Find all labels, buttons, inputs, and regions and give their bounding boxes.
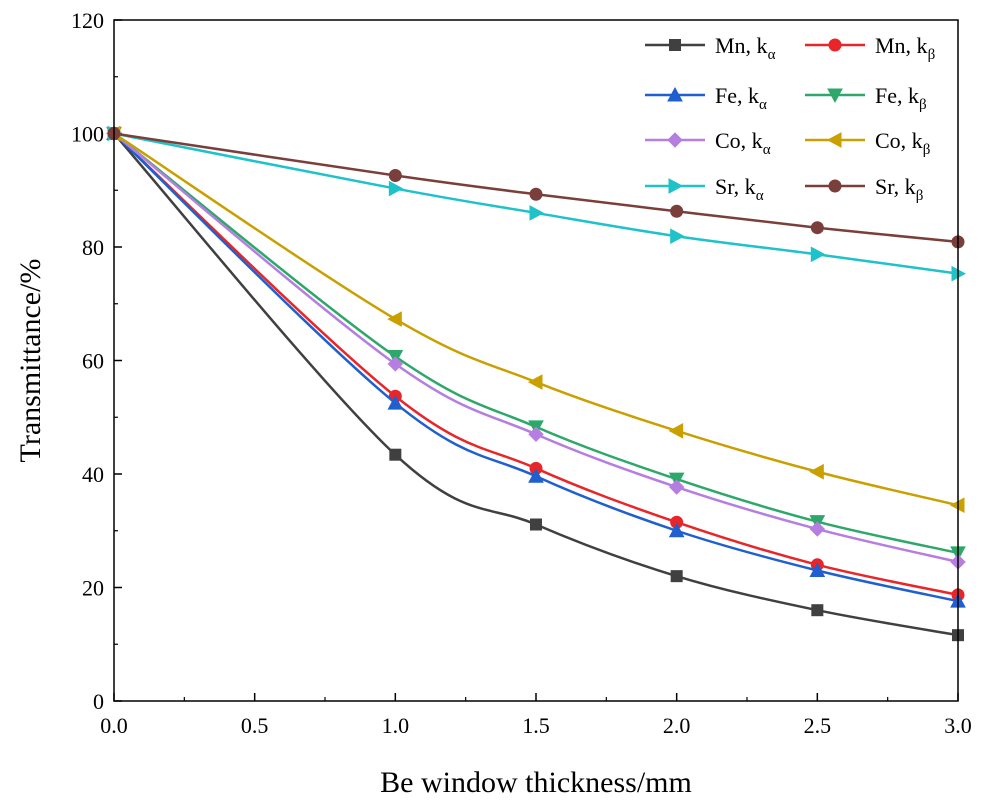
legend-item: Mn, kβ <box>805 33 935 63</box>
y-tick-label: 60 <box>82 349 104 374</box>
series-line <box>113 132 959 603</box>
x-tick-label: 3.0 <box>944 713 972 738</box>
legend-item: Co, kβ <box>805 128 930 158</box>
x-tick-label: 1.5 <box>522 713 550 738</box>
legend-marker <box>826 132 842 148</box>
data-point <box>388 180 404 197</box>
data-point <box>670 204 684 218</box>
data-point <box>670 228 685 245</box>
series-line <box>113 132 959 275</box>
series-layer <box>105 125 967 642</box>
data-point <box>810 221 824 235</box>
data-point <box>389 448 402 461</box>
data-point <box>387 356 404 372</box>
data-point <box>809 562 826 577</box>
legend-item: Fe, kα <box>645 83 767 113</box>
data-point <box>668 423 684 439</box>
data-point <box>529 187 543 201</box>
y-tick-label: 40 <box>82 462 104 487</box>
x-tick-label: 2.0 <box>663 713 691 738</box>
legend-marker <box>667 86 683 102</box>
data-point <box>810 246 826 263</box>
x-tick-label: 0.5 <box>241 713 269 738</box>
legend-label: Mn, kβ <box>875 33 935 63</box>
data-point <box>387 395 404 410</box>
legend-label: Mn, kα <box>715 33 776 63</box>
data-point <box>528 426 544 442</box>
legend-marker <box>828 179 842 193</box>
data-point <box>809 521 826 537</box>
y-tick-label: 80 <box>82 235 104 260</box>
data-point <box>530 518 542 531</box>
tick-labels: 0.0 0.5 1.0 1.5 2.0 2.5 3.0 0 20 40 60 80 100 120 <box>71 8 972 738</box>
plot-frame <box>113 19 959 702</box>
data-point <box>388 168 402 182</box>
y-tick-label: 120 <box>71 8 104 33</box>
y-axis-title: Transmittance/% <box>14 259 47 463</box>
data-point <box>670 570 683 583</box>
legend-marker <box>667 132 683 148</box>
legend-label: Co, kβ <box>875 128 930 158</box>
legend-label: Co, kα <box>715 128 771 158</box>
legend-marker <box>828 38 842 52</box>
series-line <box>113 132 959 555</box>
data-point <box>528 468 544 483</box>
series-6 <box>107 125 967 282</box>
legend-item: Fe, kβ <box>805 83 927 113</box>
data-point <box>668 479 685 495</box>
y-tick-label: 20 <box>82 576 104 601</box>
legend-marker <box>668 178 684 194</box>
x-tick-label: 0.0 <box>100 713 128 738</box>
legend-item: Mn, kα <box>645 33 776 63</box>
x-axis-title: Be window thickness/mm <box>380 766 692 799</box>
legend-label: Sr, kβ <box>875 174 923 204</box>
x-tick-label: 1.0 <box>382 713 410 738</box>
data-point <box>527 374 543 390</box>
legend-marker <box>669 39 681 51</box>
data-point <box>809 463 824 480</box>
y-tick-label: 0 <box>93 689 104 714</box>
legend-item: Sr, kβ <box>805 174 923 204</box>
data-point <box>387 311 402 327</box>
legend-marker <box>827 88 843 104</box>
y-tick-label: 100 <box>71 122 104 147</box>
data-point <box>668 522 685 538</box>
legend-label: Fe, kβ <box>875 83 927 113</box>
data-point <box>529 205 545 221</box>
legend-item: Sr, kα <box>645 174 764 204</box>
legend-label: Sr, kα <box>715 174 764 204</box>
legend: Mn, kα Mn, kβ Fe, kα Fe, kβ Co, kα Co, kβ Sr, … <box>645 33 935 204</box>
x-tick-label: 2.5 <box>804 713 832 738</box>
data-point <box>811 604 824 617</box>
legend-label: Fe, kα <box>715 83 767 113</box>
legend-item: Co, kα <box>645 128 771 158</box>
tick-marks <box>113 19 959 702</box>
